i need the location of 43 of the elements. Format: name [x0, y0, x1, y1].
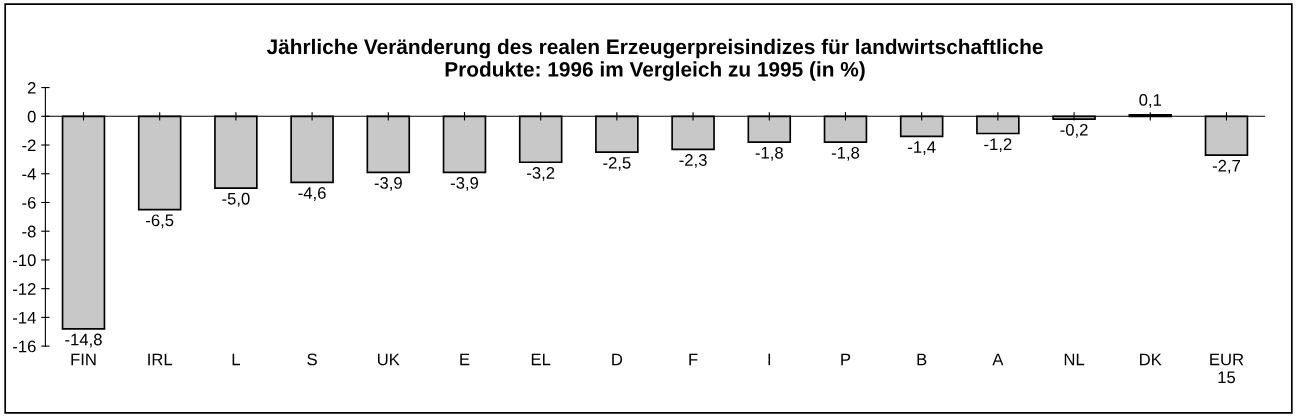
data-label: -2,3	[679, 154, 707, 168]
data-label: -1,4	[908, 141, 936, 155]
y-tick-label: -6	[22, 196, 36, 209]
chart-title: Jährliche Veränderung des realen Erzeugerpreisindizes für landwirtschaftliche Produkte: 1996 im Vergleich zu 1995 (in %)	[266, 38, 1043, 81]
data-label: -3,9	[374, 177, 402, 191]
x-tick-label: EL	[531, 353, 551, 366]
x-tick-label: D	[612, 353, 623, 366]
x-tick-label: EUR 15	[1210, 353, 1244, 384]
data-label: -5,0	[222, 192, 250, 207]
x-tick-label: NL	[1064, 353, 1085, 366]
y-tick-label: 2	[27, 81, 36, 94]
x-tick-label: B	[917, 353, 927, 366]
data-label: -1,8	[755, 146, 783, 161]
data-label: -6,5	[146, 214, 174, 229]
x-tick-label: DK	[1140, 353, 1162, 366]
data-label: -4,6	[298, 187, 326, 201]
x-tick-label: S	[307, 353, 317, 366]
y-tick-label: -4	[22, 168, 36, 180]
data-label: -14,8	[65, 333, 102, 348]
data-label: 0,1	[1139, 94, 1162, 108]
x-tick-label: UK	[378, 353, 400, 366]
data-label: -1,8	[831, 146, 860, 161]
data-label: -0,2	[1060, 123, 1088, 138]
x-tick-label: L	[232, 353, 240, 366]
y-tick-label: -12	[13, 283, 36, 295]
data-label: -3,2	[527, 167, 555, 181]
data-label: -3,9	[450, 177, 479, 191]
x-tick-label: E	[460, 353, 470, 366]
y-tick-label: -8	[22, 225, 36, 238]
x-tick-label: IRL	[148, 353, 173, 366]
data-label: -1,2	[984, 138, 1012, 153]
y-tick-label: -2	[22, 139, 36, 152]
y-tick-label: -14	[13, 311, 36, 324]
data-label: -2,7	[1212, 159, 1240, 174]
x-tick-label: A	[992, 353, 1004, 366]
y-tick-label: 0	[27, 110, 36, 123]
y-tick-label: -10	[13, 254, 36, 267]
data-label: -2,5	[603, 156, 631, 171]
x-tick-label: F	[689, 353, 698, 366]
x-tick-label: I	[768, 353, 771, 366]
y-tick-label: -16	[13, 340, 36, 353]
x-tick-label: P	[841, 353, 851, 366]
x-tick-label: FIN	[71, 353, 96, 366]
